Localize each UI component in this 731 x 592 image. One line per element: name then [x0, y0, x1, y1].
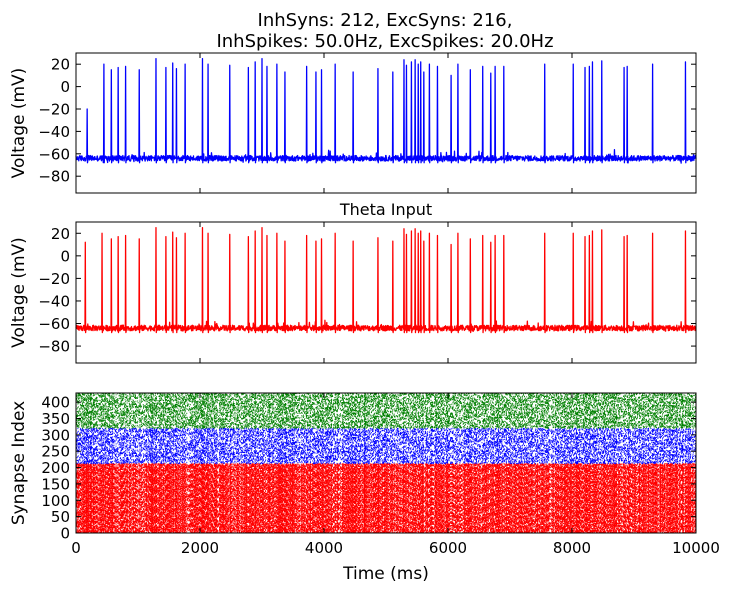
x-tick-label: 4000	[305, 539, 343, 557]
y-tick-label: −20	[38, 101, 70, 119]
y-tick-label: 0	[60, 247, 70, 265]
figure-title-line-1: InhSyns: 212, ExcSyns: 216,	[258, 10, 513, 31]
x-tick-label: 0	[71, 539, 81, 557]
y-tick-label: −40	[38, 292, 70, 310]
y-tick-label: −80	[38, 168, 70, 186]
y-tick-label: 200	[41, 459, 70, 477]
y-axis-label: Synapse Index	[9, 401, 29, 525]
y-tick-label: 0	[60, 78, 70, 96]
y-tick-label: 0	[60, 525, 70, 543]
y-tick-label: 50	[51, 508, 70, 526]
y-tick-label: 400	[41, 394, 70, 412]
axes-frame-3	[75, 392, 697, 534]
y-tick-label: −60	[38, 315, 70, 333]
y-tick-label: 20	[51, 56, 70, 74]
panel-1: 20 0 −20 −40 −60 −80 Voltage (mV)	[9, 52, 697, 194]
y-tick-label: −80	[38, 338, 70, 356]
axes-frame-1	[75, 52, 697, 194]
x-tick-label: 6000	[429, 539, 467, 557]
voltage-trace-1	[75, 226, 697, 334]
y-tick-label: 150	[41, 475, 70, 493]
y-axis-label: Voltage (mV)	[9, 237, 29, 348]
voltage-trace-1	[75, 57, 697, 164]
x-axis-label: Time (ms)	[342, 564, 429, 584]
y-tick-label: −60	[38, 145, 70, 163]
x-tick-label: 8000	[553, 539, 591, 557]
y-tick-label: 250	[41, 443, 70, 461]
figure-title-line-2: InhSpikes: 50.0Hz, ExcSpikes: 20.0Hz	[216, 31, 553, 52]
panel-title: Theta Input	[339, 200, 432, 219]
y-tick-label: 300	[41, 426, 70, 444]
axes-frame-2	[75, 221, 697, 364]
x-tick-label: 2000	[181, 539, 219, 557]
panel-2: 20 0 −20 −40 −60 −80 Theta Input Voltage (mV)	[9, 200, 697, 364]
y-tick-label: −40	[38, 123, 70, 141]
spike-raster-group-3	[75, 392, 697, 429]
spike-raster-group-2	[75, 427, 697, 465]
y-tick-label: −20	[38, 270, 70, 288]
spike-raster-group-1	[75, 463, 697, 534]
y-axis-label: Voltage (mV)	[9, 68, 29, 179]
y-tick-label: 20	[51, 225, 70, 243]
x-tick-label: 10000	[672, 539, 720, 557]
y-tick-label: 350	[41, 410, 70, 428]
y-tick-label: 100	[41, 492, 70, 510]
